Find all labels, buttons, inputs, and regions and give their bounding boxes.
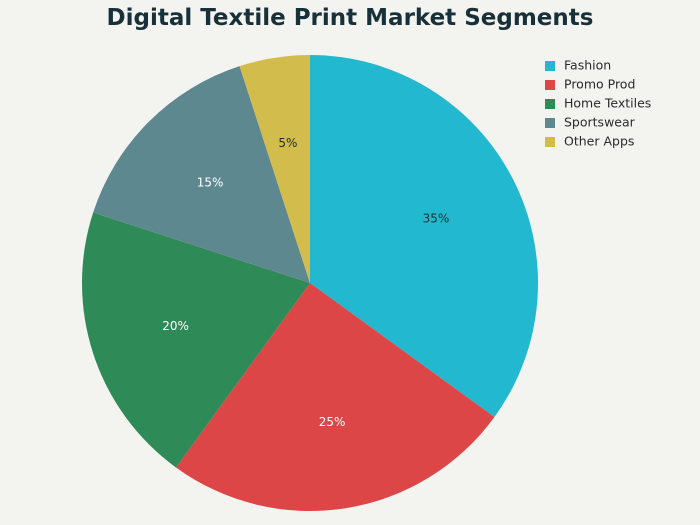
- slice-label-other-apps: 5%: [278, 136, 297, 150]
- legend-label-fashion: Fashion: [564, 58, 611, 73]
- pie-slice-promo-prod: [175, 283, 495, 511]
- pie-slice-sportswear: [93, 66, 310, 283]
- legend-swatch-home-textiles: [545, 99, 555, 109]
- slice-label-promo-prod: 25%: [319, 415, 346, 429]
- legend-label-other-apps: Other Apps: [564, 134, 634, 149]
- slice-labels: 35% 25% 20% 15% 5%: [162, 136, 449, 429]
- legend: Fashion Promo Prod Home Textiles Sportswear…: [545, 58, 651, 149]
- chart-title: Digital Textile Print Market Segments: [106, 5, 594, 31]
- legend-label-promo-prod: Promo Prod: [564, 77, 635, 92]
- pie-slice-fashion: [310, 55, 538, 418]
- legend-label-home-textiles: Home Textiles: [564, 96, 651, 111]
- legend-swatch-fashion: [545, 61, 555, 71]
- pie-slice-other-apps: [239, 55, 310, 283]
- legend-swatch-other-apps: [545, 137, 555, 147]
- pie-slices: [82, 55, 538, 511]
- slice-label-fashion: 35%: [423, 211, 450, 225]
- legend-swatch-promo-prod: [545, 80, 555, 90]
- pie-slice-home-textiles: [82, 212, 311, 468]
- legend-swatch-sportswear: [545, 118, 555, 128]
- slice-label-home-textiles: 20%: [162, 319, 189, 333]
- legend-label-sportswear: Sportswear: [564, 115, 636, 130]
- slice-label-sportswear: 15%: [197, 176, 224, 190]
